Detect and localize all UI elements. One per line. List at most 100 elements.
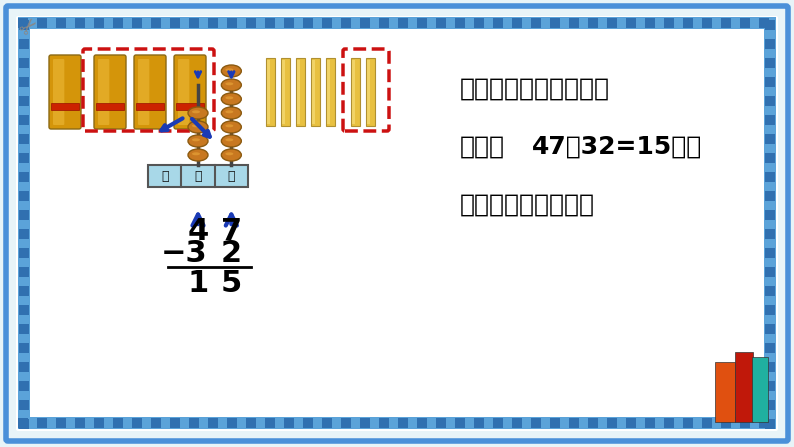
Bar	[132, 418, 142, 428]
Bar	[267, 60, 269, 124]
FancyBboxPatch shape	[16, 16, 778, 431]
Bar	[764, 17, 776, 429]
Bar	[379, 18, 389, 28]
Bar	[765, 153, 775, 163]
Bar	[765, 20, 775, 30]
Text: 1: 1	[187, 269, 209, 298]
Bar	[350, 58, 360, 126]
Bar	[265, 18, 275, 28]
Bar	[765, 229, 775, 239]
Ellipse shape	[188, 107, 208, 119]
Bar	[664, 418, 674, 428]
Bar	[765, 305, 775, 315]
FancyBboxPatch shape	[6, 6, 788, 441]
Bar	[19, 134, 29, 144]
Bar	[208, 18, 218, 28]
Text: 5: 5	[221, 269, 242, 298]
Bar	[341, 418, 351, 428]
Bar	[56, 18, 66, 28]
Bar	[765, 77, 775, 87]
FancyBboxPatch shape	[94, 55, 126, 129]
Bar	[37, 18, 47, 28]
Bar	[588, 18, 598, 28]
Bar	[765, 267, 775, 277]
Bar	[303, 418, 313, 428]
Ellipse shape	[192, 124, 200, 127]
Ellipse shape	[188, 149, 208, 161]
Bar	[367, 60, 369, 124]
Text: 一步是怎样得来的？: 一步是怎样得来的？	[460, 193, 595, 217]
Bar	[296, 60, 299, 124]
Bar	[721, 418, 731, 428]
Bar	[18, 418, 28, 428]
FancyBboxPatch shape	[134, 55, 166, 129]
FancyBboxPatch shape	[178, 59, 189, 125]
Ellipse shape	[188, 121, 208, 133]
Ellipse shape	[225, 82, 233, 85]
Bar	[398, 18, 408, 28]
Bar	[18, 17, 776, 29]
Bar	[19, 172, 29, 182]
Ellipse shape	[225, 96, 233, 99]
Bar	[19, 324, 29, 334]
Bar	[765, 210, 775, 220]
Text: 个: 个	[228, 169, 235, 182]
Bar	[702, 18, 712, 28]
FancyBboxPatch shape	[98, 59, 110, 125]
Bar	[75, 18, 85, 28]
Bar	[765, 134, 775, 144]
Bar	[189, 18, 199, 28]
Bar	[607, 18, 617, 28]
Bar	[398, 418, 408, 428]
Bar	[19, 267, 29, 277]
Bar	[765, 39, 775, 49]
Bar	[19, 153, 29, 163]
Bar	[765, 362, 775, 372]
Bar	[326, 58, 334, 126]
Bar	[18, 18, 28, 28]
Bar	[19, 381, 29, 391]
Bar	[96, 102, 124, 110]
Bar	[19, 305, 29, 315]
Bar	[569, 418, 579, 428]
Bar	[752, 357, 768, 422]
Bar	[265, 58, 275, 126]
Bar	[295, 58, 305, 126]
Bar	[19, 115, 29, 125]
Text: 百: 百	[161, 169, 168, 182]
Bar	[455, 18, 465, 28]
Ellipse shape	[222, 107, 241, 119]
Text: 十: 十	[195, 169, 202, 182]
Bar	[341, 18, 351, 28]
Bar	[189, 418, 199, 428]
Bar	[735, 352, 753, 422]
Bar	[474, 18, 484, 28]
Bar	[765, 419, 775, 429]
Bar	[765, 343, 775, 353]
Bar	[246, 18, 256, 28]
Bar	[19, 58, 29, 68]
Bar	[37, 418, 47, 428]
Bar	[550, 18, 560, 28]
Bar	[51, 102, 79, 110]
Bar	[493, 18, 503, 28]
Text: −3: −3	[160, 240, 207, 269]
Bar	[132, 18, 142, 28]
Bar	[759, 18, 769, 28]
Bar	[765, 172, 775, 182]
Bar	[531, 418, 541, 428]
Bar	[208, 418, 218, 428]
Ellipse shape	[225, 138, 233, 141]
Bar	[626, 18, 636, 28]
Bar	[19, 96, 29, 106]
Bar	[170, 418, 180, 428]
Ellipse shape	[222, 79, 241, 91]
Bar	[765, 115, 775, 125]
Ellipse shape	[192, 110, 200, 113]
Bar	[18, 417, 776, 429]
Bar	[626, 418, 636, 428]
Bar	[265, 418, 275, 428]
Bar	[664, 18, 674, 28]
Bar	[436, 418, 446, 428]
Bar	[417, 18, 427, 28]
